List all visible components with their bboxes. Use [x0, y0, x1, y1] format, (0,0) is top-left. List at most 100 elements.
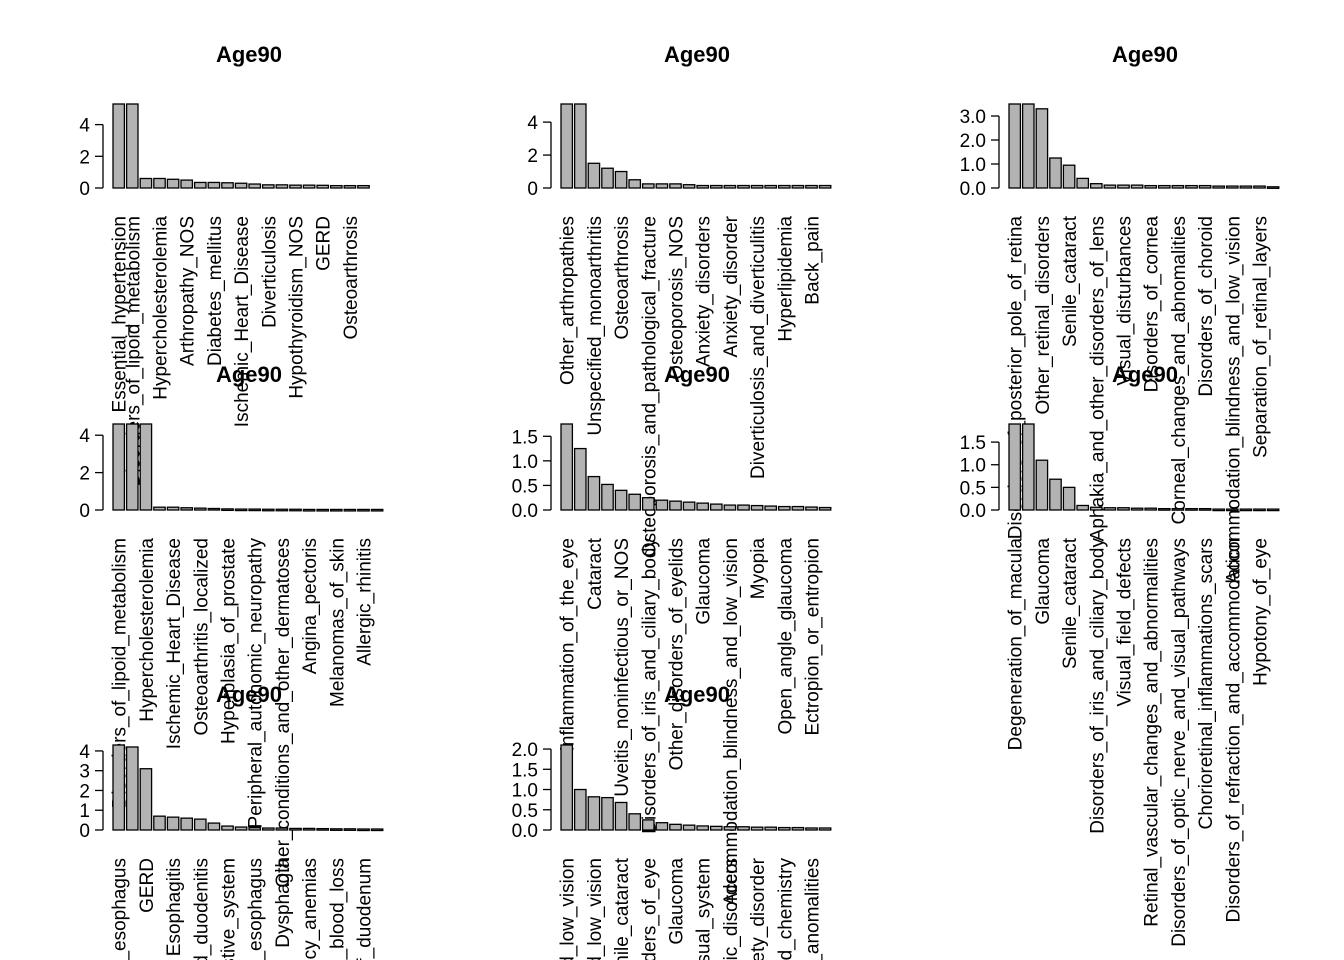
x-category-label: Disorders_of_lipoid_metabolism: [123, 216, 144, 486]
y-tick-label: 0: [79, 821, 90, 842]
bar: [1157, 507, 1171, 511]
x-category-label: Disorders_of_refraction_and_accommodatio…: [1223, 538, 1244, 922]
chart-panel-8: Age90 0.00.51.01.52.0 Blindness_and_low_vi…: [512, 682, 832, 960]
bar: [139, 768, 153, 831]
bar: [1144, 507, 1158, 511]
bar: [125, 746, 139, 831]
x-category-label: Melanomas_of_skin: [327, 538, 348, 707]
x-category-label: Other_arthropathies: [558, 216, 579, 385]
x-category-label: Anxiety_disorder: [748, 857, 769, 960]
bar: [655, 183, 669, 189]
bar: [289, 184, 302, 189]
bar: [1239, 508, 1253, 512]
bar: [207, 181, 221, 189]
bar: [1117, 184, 1130, 189]
bar: [1021, 103, 1035, 189]
bar: [1253, 508, 1266, 512]
y-tick-label: 0: [527, 179, 538, 200]
bar: [193, 181, 207, 189]
bar: [234, 182, 248, 189]
bar: [764, 184, 778, 189]
x-category-label: Blindness_and_low_vision: [558, 858, 579, 960]
bar: [1212, 185, 1226, 189]
bar: [248, 826, 262, 831]
bar: [655, 822, 669, 831]
bar: [1035, 108, 1049, 189]
bar: [818, 506, 832, 511]
y-tick-label: 2.0: [512, 740, 538, 761]
bar: [302, 184, 316, 189]
bar: [302, 827, 316, 831]
chart-panel-3: Age900.01.02.03.0Disorders_of_posterior_…: [960, 42, 1280, 584]
bar: [696, 184, 710, 189]
y-tick-label: 0.0: [512, 821, 538, 842]
y-tick-label: 0.5: [512, 801, 538, 822]
bar: [696, 825, 710, 831]
bar: [1089, 183, 1103, 189]
bar: [1130, 507, 1144, 511]
y-tick-label: 0: [79, 501, 90, 522]
bar: [370, 508, 384, 512]
x-category-label: GERD: [137, 858, 158, 913]
x-category-label: Other_disorders_of_eyelids: [667, 538, 688, 770]
bar: [1171, 507, 1185, 511]
x-category-label: Diseases_of_duodenum: [355, 858, 376, 960]
bar: [601, 483, 614, 511]
x-category-label: Visual_disturbances: [1115, 216, 1136, 386]
x-category-label: Diabetes_mellitus: [205, 216, 226, 366]
y-tick-label: 1: [79, 801, 90, 822]
bar: [682, 824, 696, 831]
bar: [696, 502, 710, 511]
bar: [614, 489, 628, 511]
bar: [723, 184, 737, 189]
x-category-label: Other_retinal_disorders: [1033, 216, 1054, 415]
chart-panel-6: Age90 0.00.51.01.5 Degeneration_of_macula G…: [960, 362, 1280, 947]
chart-title: Age90: [216, 362, 282, 387]
y-tick-label: 2: [527, 146, 538, 167]
x-category-label: Disorders_of_iris_and_ciliary_body: [639, 538, 660, 834]
bar: [1035, 459, 1049, 511]
x-category-label: Accommodation_blindness_and_low_vision: [721, 538, 742, 906]
bar: [207, 507, 221, 511]
bar: [777, 826, 791, 831]
x-category-label: Congenital_anomalities: [803, 858, 824, 960]
x-category-label: GERD: [314, 216, 335, 271]
bar: [1062, 486, 1076, 511]
x-category-label: Angina_pectoris: [300, 538, 321, 674]
bar: [1185, 184, 1198, 189]
x-category-label: Hyperplasia_of_prostate: [219, 538, 240, 744]
bar: [614, 170, 628, 189]
x-category-label: Deficiency_anemias: [300, 858, 321, 960]
x-category-label: Diverticulosis_and_diverticulitis: [748, 216, 769, 479]
chart-panel-4: Age90 0 2 4 Disorders_of_lipoid_metabolism Hy…: [79, 362, 384, 888]
x-category-label: Ectropion_or_entropion: [803, 538, 824, 736]
bar: [275, 827, 289, 831]
x-category-label: Allergic_rhinitis: [355, 538, 376, 666]
x-category-label: Esophagitis: [164, 858, 185, 956]
x-category-label: Back_pain: [803, 216, 824, 305]
x-category-label: Diverticulosis: [259, 216, 280, 328]
bar: [221, 182, 234, 189]
y-tick-label: 0.0: [960, 179, 986, 200]
bar: [125, 423, 139, 511]
bar: [139, 423, 153, 511]
bar: [777, 184, 791, 189]
y-tick-label: 0.0: [512, 501, 538, 522]
x-category-label: Hypercholesterolemia: [137, 538, 158, 722]
x-category-label: Hypotony_of_eye: [1251, 538, 1272, 686]
x-category-label: Separation_of_retinal_layers: [1251, 216, 1272, 458]
bar: [180, 817, 194, 831]
y-tick-label: 1.5: [512, 427, 538, 448]
bar: [316, 827, 330, 831]
bar: [357, 828, 370, 832]
y-tick-label: 4: [527, 113, 538, 134]
x-category-label: Open_angle_glaucoma: [775, 538, 796, 735]
x-category-label: Glaucoma: [694, 538, 715, 625]
bar: [234, 508, 248, 512]
bar: [275, 508, 289, 512]
bar: [125, 103, 139, 189]
x-category-label: Osteoarthrosis: [341, 216, 362, 340]
bar: [628, 179, 642, 189]
bar: [153, 815, 166, 831]
